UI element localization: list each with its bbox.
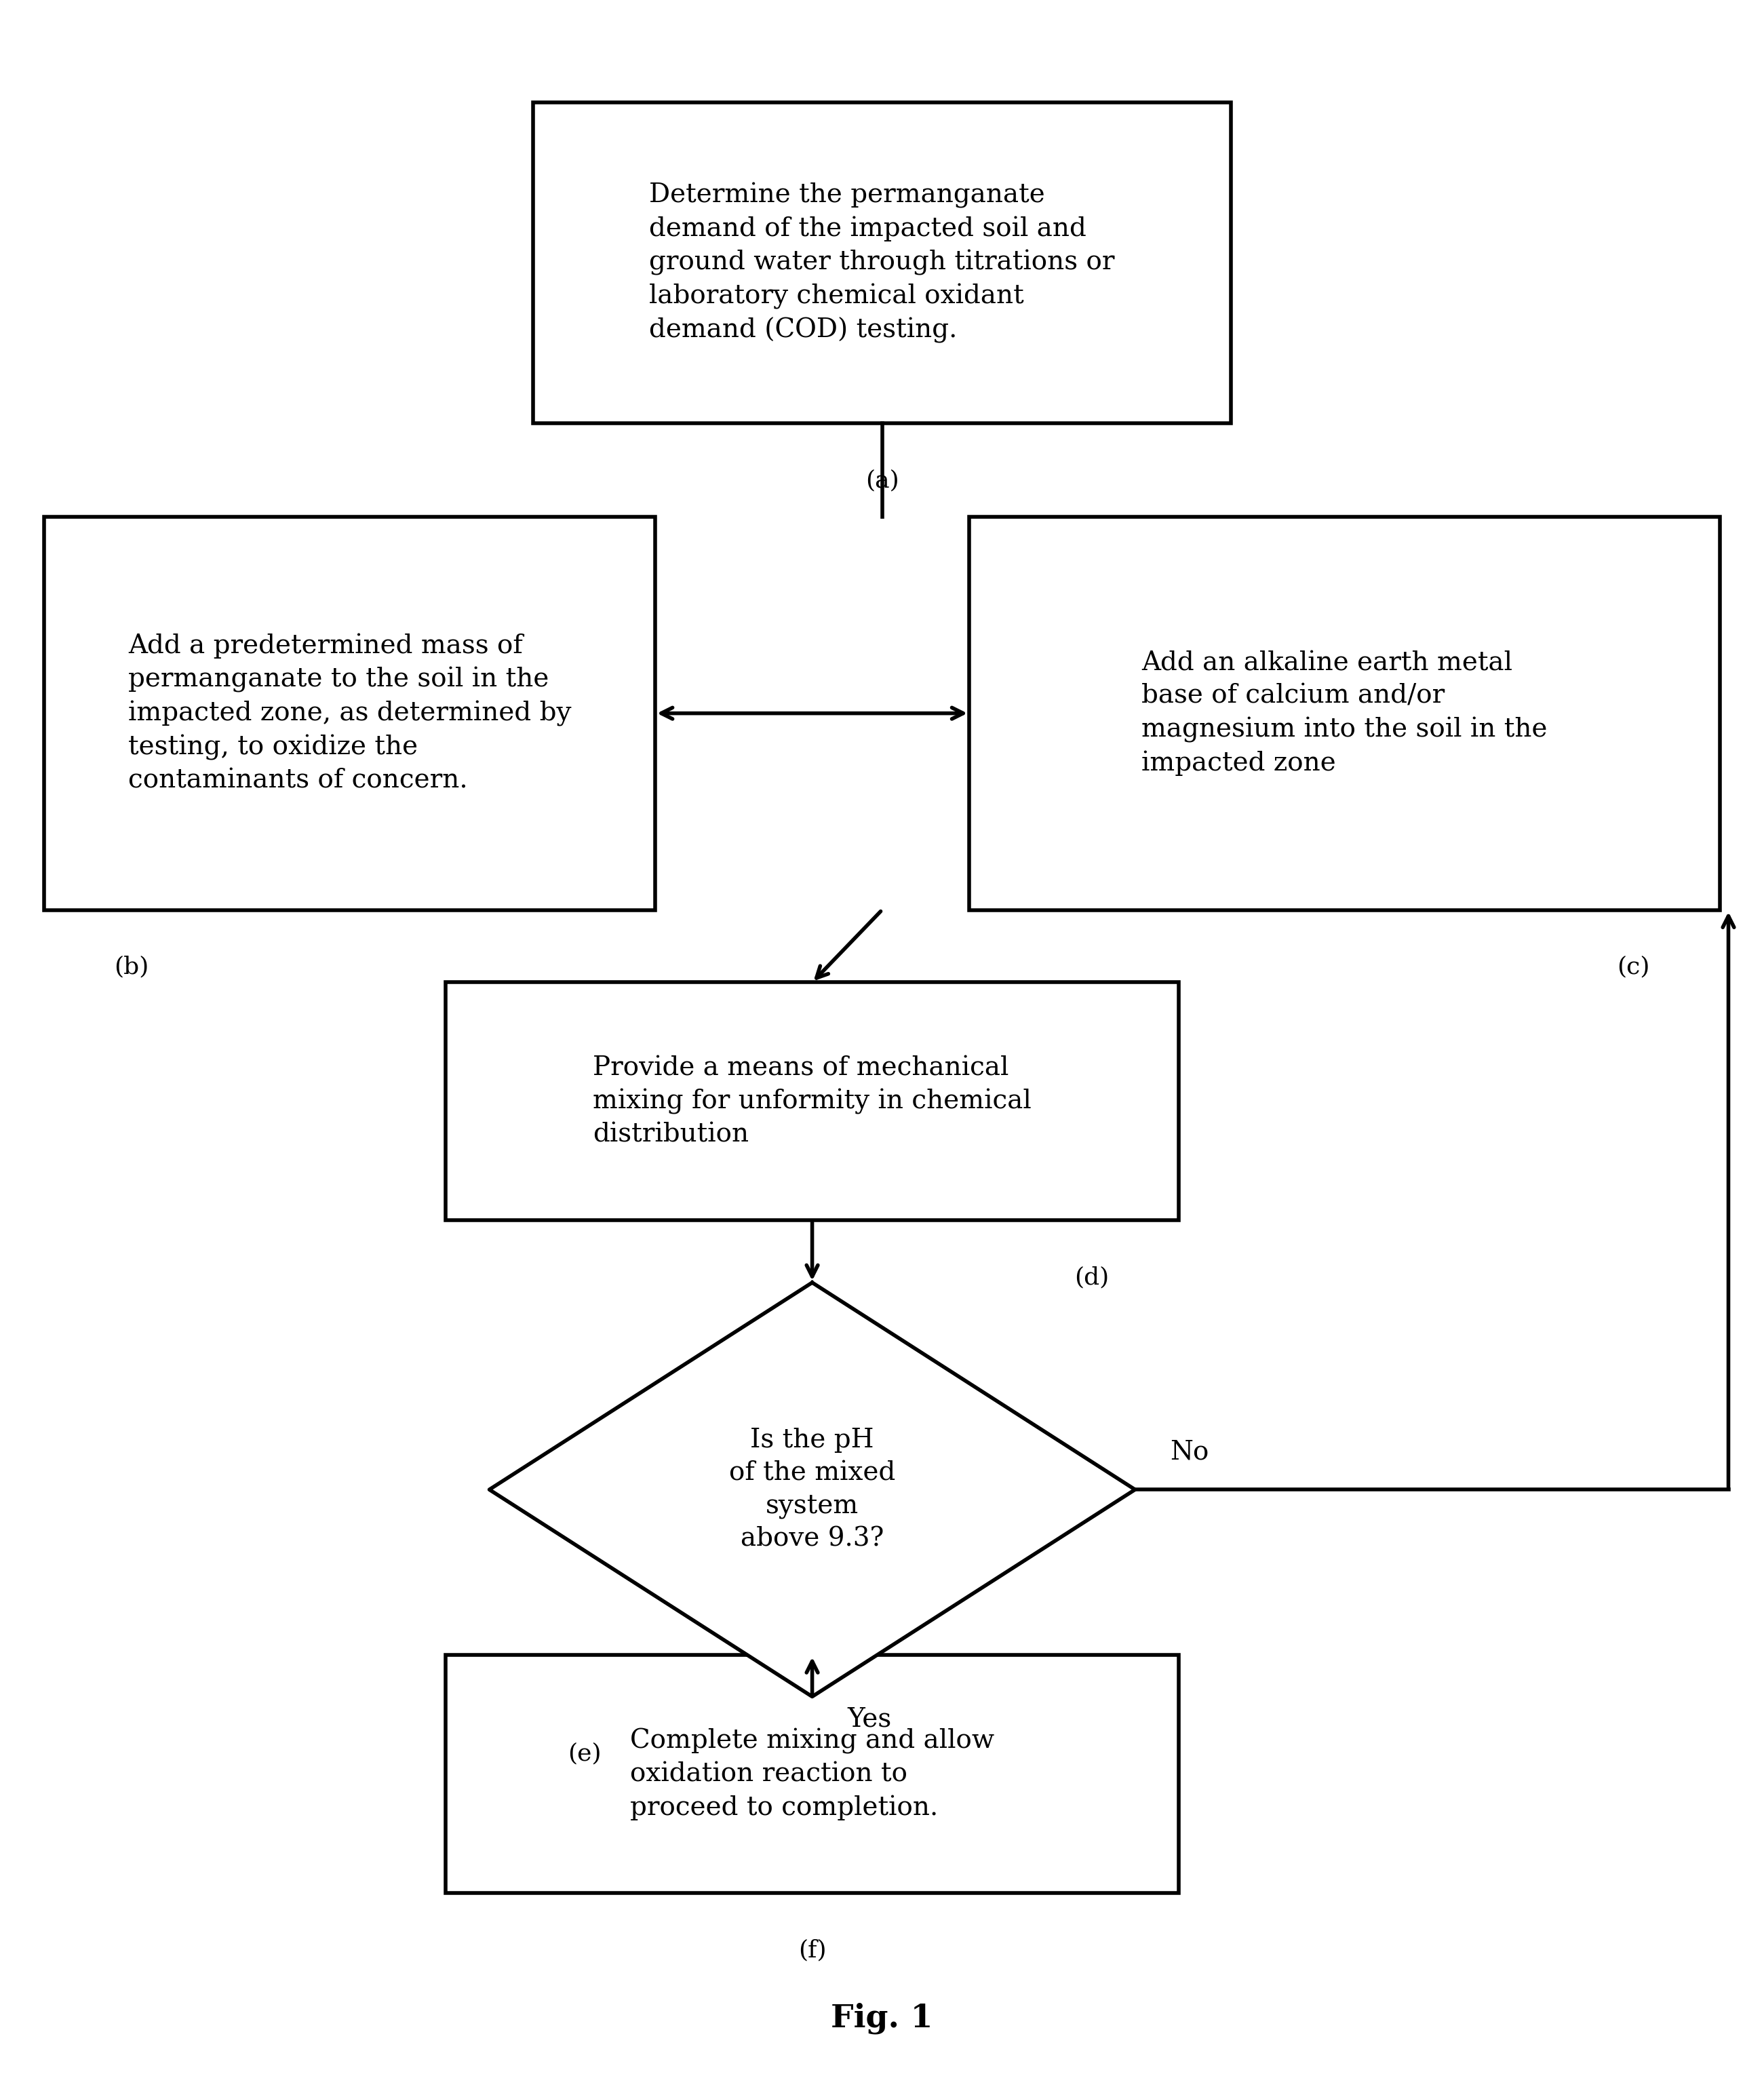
Text: Add a predetermined mass of
permanganate to the soil in the
impacted zone, as de: Add a predetermined mass of permanganate… <box>129 633 572 794</box>
Text: (b): (b) <box>115 955 148 978</box>
Text: (a): (a) <box>864 470 900 493</box>
Bar <box>446 982 1178 1220</box>
Text: Complete mixing and allow
oxidation reaction to
proceed to completion.: Complete mixing and allow oxidation reac… <box>630 1728 995 1820</box>
Text: Is the pH
of the mixed
system
above 9.3?: Is the pH of the mixed system above 9.3? <box>729 1427 896 1552</box>
Text: No: No <box>1170 1439 1208 1464</box>
Bar <box>44 516 654 911</box>
Text: Yes: Yes <box>847 1707 891 1732</box>
Polygon shape <box>489 1283 1134 1696</box>
Bar <box>446 1654 1178 1893</box>
Bar <box>533 102 1231 424</box>
Text: Provide a means of mechanical
mixing for unformity in chemical
distribution: Provide a means of mechanical mixing for… <box>593 1055 1032 1147</box>
Text: (d): (d) <box>1074 1266 1110 1289</box>
Text: Fig. 1: Fig. 1 <box>831 2003 933 2035</box>
Bar <box>968 516 1720 911</box>
Text: (c): (c) <box>1618 955 1649 978</box>
Text: Determine the permanganate
demand of the impacted soil and
ground water through : Determine the permanganate demand of the… <box>649 182 1115 343</box>
Text: (f): (f) <box>797 1939 826 1962</box>
Text: (e): (e) <box>568 1742 602 1765</box>
Text: Add an alkaline earth metal
base of calcium and/or
magnesium into the soil in th: Add an alkaline earth metal base of calc… <box>1141 650 1547 775</box>
